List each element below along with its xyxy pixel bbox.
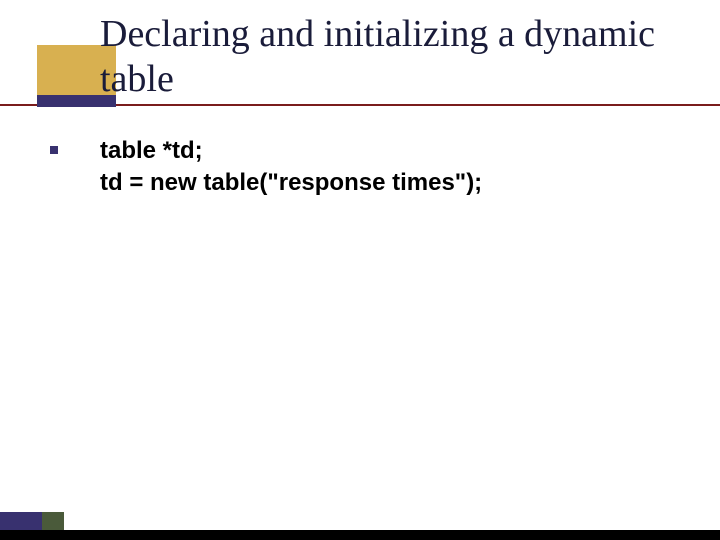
- title-area: Declaring and initializing a dynamic tab…: [100, 12, 690, 102]
- bottom-purple-decoration: [0, 512, 42, 530]
- bottom-green-decoration: [42, 512, 64, 530]
- content-area: table *td; td = new table("response time…: [100, 135, 690, 200]
- slide-title: Declaring and initializing a dynamic tab…: [100, 12, 690, 102]
- purple-bar-decoration: [37, 95, 116, 107]
- bottom-bar-decoration: [0, 530, 720, 540]
- slide-container: Declaring and initializing a dynamic tab…: [0, 0, 720, 540]
- bullet-square-icon: [50, 146, 58, 154]
- code-line-1: table *td;: [100, 135, 690, 167]
- code-line-2: td = new table("response times");: [100, 167, 690, 199]
